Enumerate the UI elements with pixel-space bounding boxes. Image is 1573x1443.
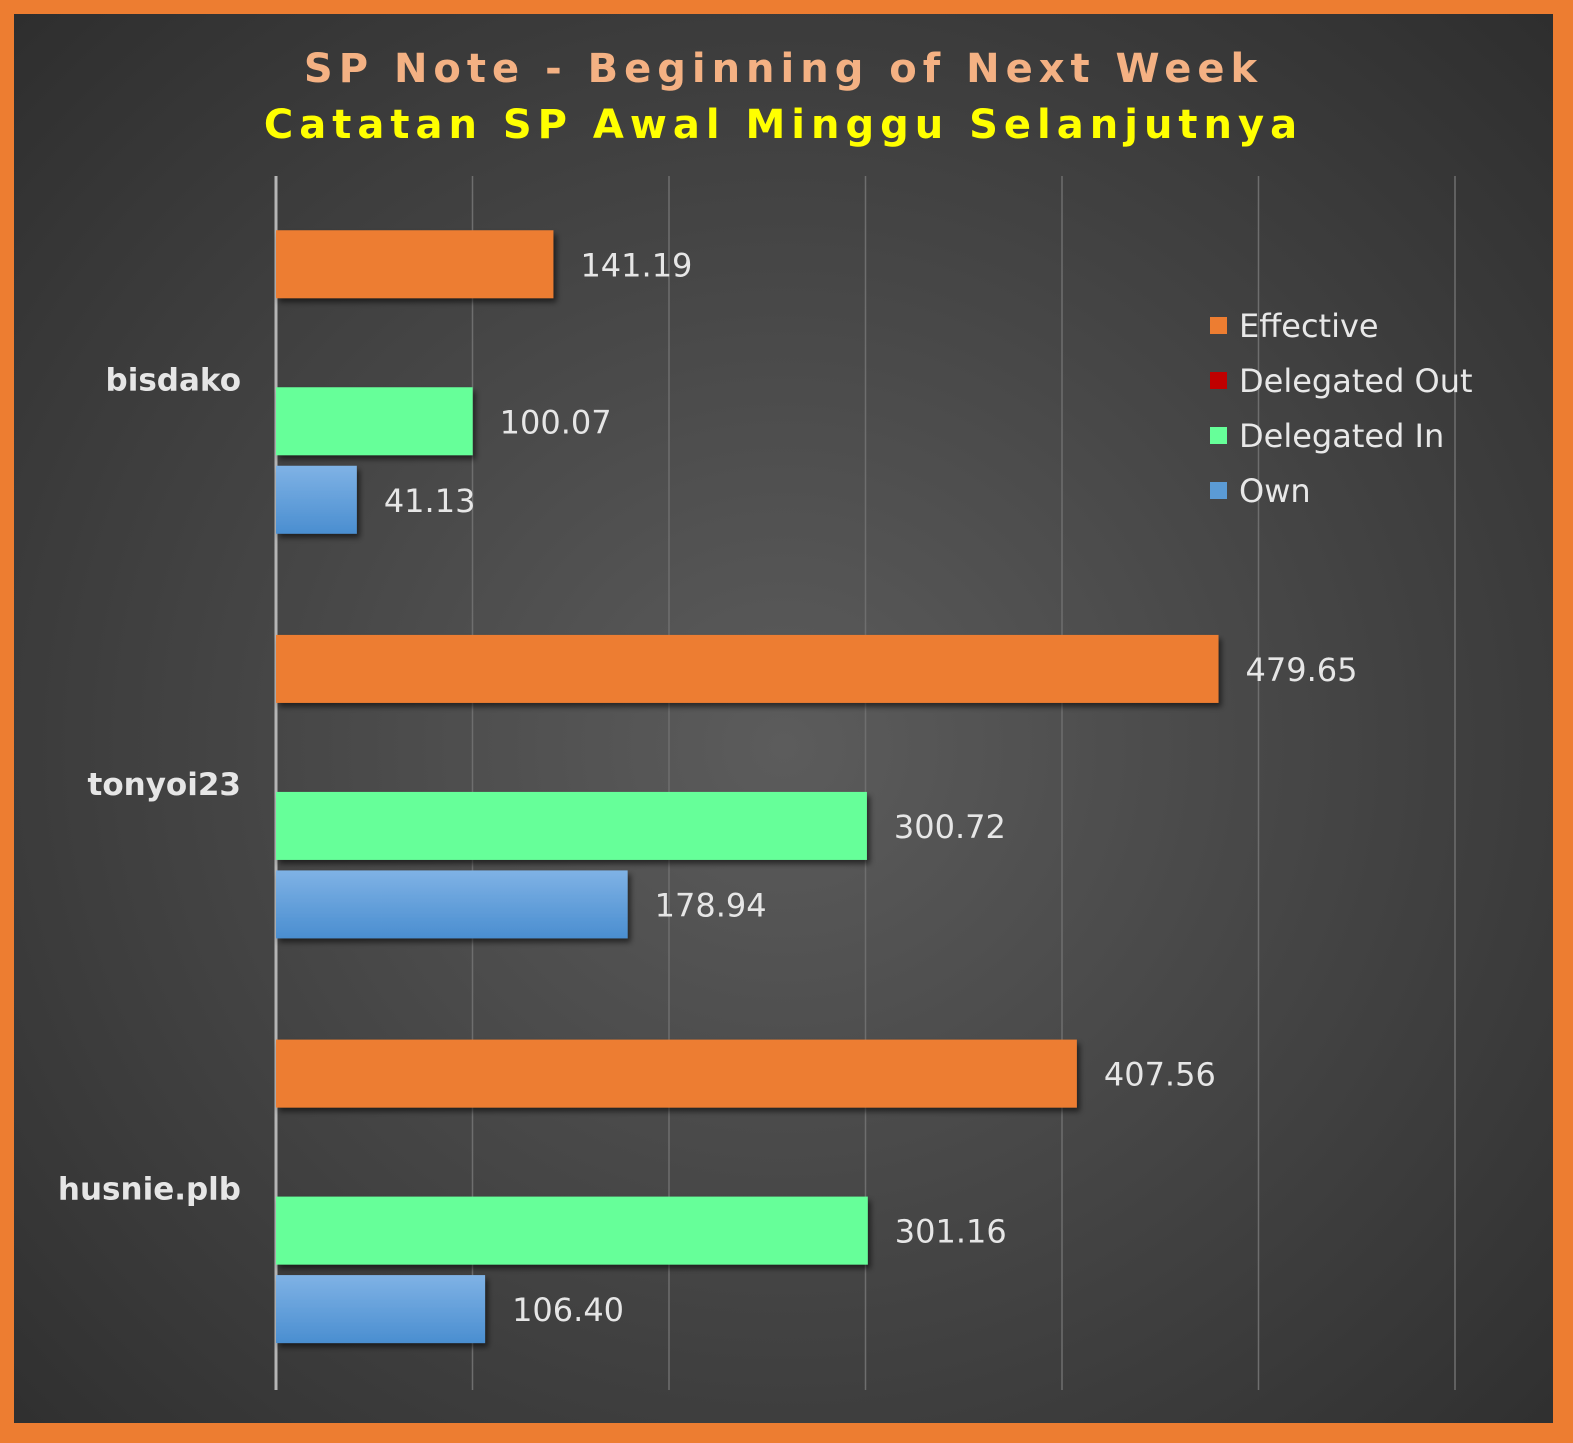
legend-item: Delegated In [1210, 408, 1473, 463]
category-label: bisdako [106, 362, 241, 398]
category-label: husnie.plb [58, 1172, 241, 1208]
data-label: 106.40 [512, 1291, 624, 1329]
data-label: 407.56 [1104, 1056, 1216, 1094]
legend-swatch [1210, 427, 1227, 444]
chart-frame: SP Note - Beginning of Next Week Catatan… [14, 14, 1553, 1423]
bar [276, 230, 554, 299]
legend-swatch [1210, 482, 1227, 499]
data-label: 301.16 [895, 1213, 1007, 1251]
legend-item: Effective [1210, 298, 1473, 353]
data-label: 300.72 [894, 808, 1006, 846]
data-label: 479.65 [1246, 651, 1358, 689]
data-label: 100.07 [500, 403, 612, 441]
data-label: 141.19 [580, 246, 692, 284]
bar [276, 791, 867, 860]
category-label: tonyoi23 [88, 767, 241, 803]
legend-item: Delegated Out [1210, 353, 1473, 408]
bar [276, 634, 1219, 703]
bar-chart: bisdako 141.19 100.07 41.13 tonyoi23 479.65 30… [58, 176, 1456, 1390]
chart-subtitle: Catatan SP Awal Minggu Selanjutnya [263, 102, 1304, 148]
legend-swatch [1210, 372, 1227, 389]
chart-legend: Effective Delegated Out Delegated In Own [1210, 298, 1473, 518]
legend-label: Effective [1239, 306, 1379, 345]
chart-title: SP Note - Beginning of Next Week [303, 46, 1264, 92]
bar [276, 387, 473, 456]
bar [276, 1196, 868, 1265]
bar [276, 870, 628, 939]
legend-swatch [1210, 317, 1227, 334]
bar [276, 1039, 1077, 1108]
legend-item: Own [1210, 463, 1473, 518]
legend-label: Delegated Out [1239, 361, 1473, 400]
bar [276, 465, 357, 534]
data-label: 41.13 [384, 482, 476, 520]
bar [276, 1275, 486, 1344]
legend-label: Delegated In [1239, 416, 1445, 455]
legend-label: Own [1239, 471, 1311, 510]
data-label: 178.94 [655, 886, 767, 924]
